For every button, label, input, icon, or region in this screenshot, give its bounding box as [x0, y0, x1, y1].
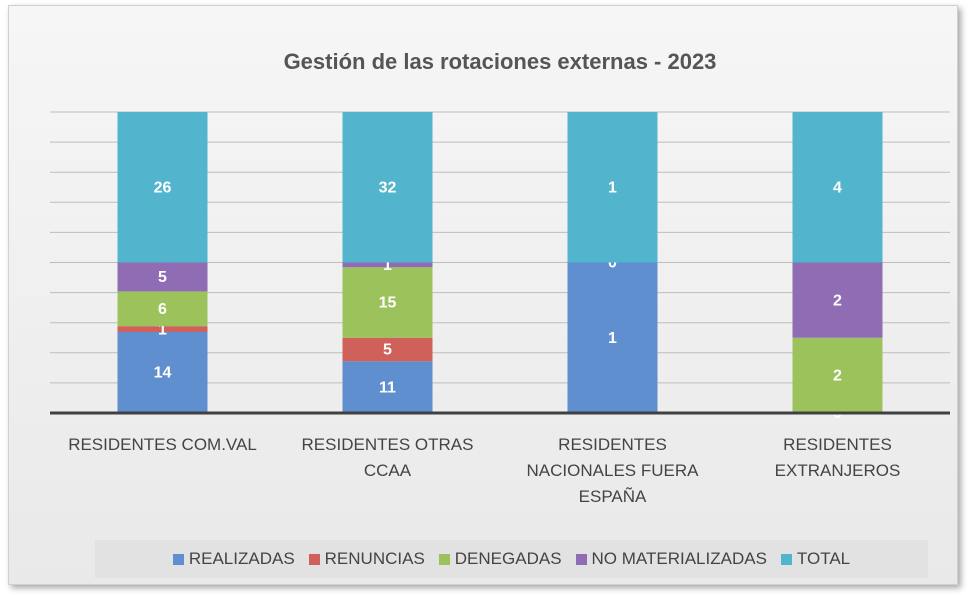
data-label: 4	[833, 179, 842, 196]
bar-segment	[567, 262, 658, 413]
bar-segment	[342, 267, 433, 338]
x-tick-label: RESIDENTES OTRAS CCAA	[301, 435, 474, 480]
legend-swatch	[438, 553, 450, 565]
x-tick-label: RESIDENTES COM.VAL	[68, 435, 257, 454]
legend-item: RENUNCIAS	[308, 549, 425, 569]
legend-item: REALIZADAS	[172, 549, 295, 569]
legend-label: TOTAL	[796, 549, 851, 568]
bar-segment	[567, 112, 658, 263]
data-label: 11	[379, 379, 396, 396]
legend-swatch	[780, 553, 792, 565]
legend-swatch	[575, 553, 587, 565]
bar-segment	[117, 112, 208, 263]
data-label: 32	[379, 179, 397, 196]
data-label: 2	[833, 368, 842, 385]
bar-segment	[117, 331, 208, 413]
legend-label: REALIZADAS	[188, 549, 295, 568]
x-tick-label: RESIDENTES NACIONALES FUERA ESPAÑA	[526, 435, 699, 506]
bar-segment	[342, 112, 433, 263]
bar-segment	[792, 262, 883, 338]
bar-segment	[117, 291, 208, 327]
data-label: 1	[158, 321, 167, 338]
bar-segment	[792, 112, 883, 263]
data-label: 26	[154, 179, 172, 196]
bar-segment	[342, 337, 433, 362]
legend-swatch	[172, 553, 184, 565]
bar-segment	[117, 262, 208, 292]
legend-item: TOTAL	[780, 549, 851, 569]
data-label: 5	[383, 342, 392, 359]
legend-swatch	[308, 553, 320, 565]
data-label: 1	[608, 330, 617, 347]
legend-label: DENEGADAS	[454, 549, 562, 568]
data-label: 14	[154, 365, 172, 382]
data-label: 1	[608, 179, 617, 196]
data-label: 15	[379, 295, 397, 312]
bar-segment	[342, 262, 433, 268]
bar-segment	[792, 337, 883, 413]
data-label: 5	[158, 269, 167, 286]
data-label: 6	[158, 301, 167, 318]
legend: REALIZADAS RENUNCIAS DENEGADAS NO MATERIALI…	[95, 540, 928, 578]
legend-item: NO MATERIALIZADAS	[575, 549, 767, 569]
bar-segment	[117, 326, 208, 332]
bar-segment	[342, 361, 433, 413]
legend-label: RENUNCIAS	[324, 549, 425, 568]
chart-title: Gestión de las rotaciones externas - 202…	[284, 49, 717, 74]
data-label: 0	[608, 255, 617, 272]
data-label: 2	[833, 292, 842, 309]
data-label: 1	[383, 257, 392, 274]
legend-label: NO MATERIALIZADAS	[591, 549, 767, 568]
x-tick-label: RESIDENTES EXTRANJEROS	[774, 435, 901, 480]
legend-item: DENEGADAS	[438, 549, 562, 569]
